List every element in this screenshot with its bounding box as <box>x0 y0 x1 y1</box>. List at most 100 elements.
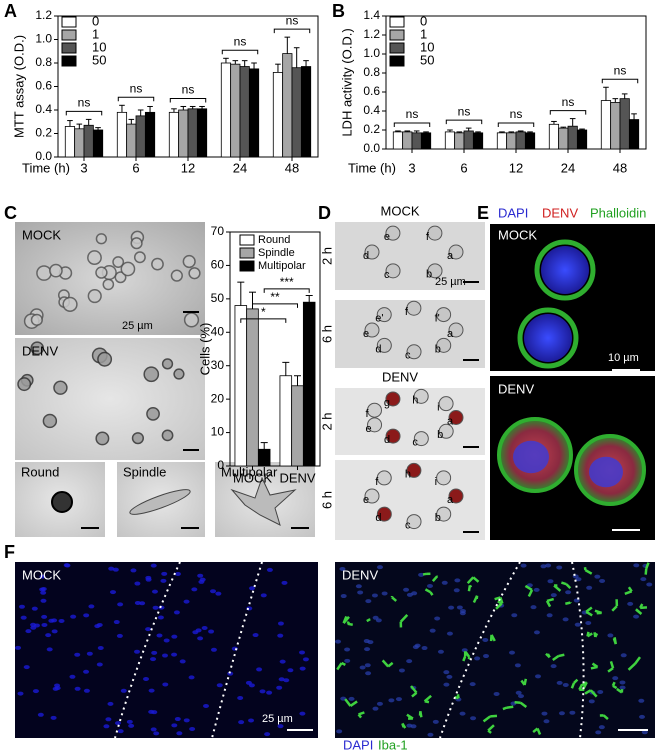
significance-bracket <box>273 28 311 34</box>
image-label: 25 µm <box>122 320 153 332</box>
error-bar <box>293 47 300 68</box>
nucleus <box>482 637 489 642</box>
nucleus <box>83 688 90 693</box>
boundary-line <box>211 561 263 739</box>
bar <box>272 72 284 158</box>
microglia <box>467 584 473 592</box>
error-bar <box>527 131 533 133</box>
nucleus <box>545 563 552 568</box>
image-label: f' <box>435 312 440 324</box>
nucleus <box>541 711 548 716</box>
cell <box>183 312 200 328</box>
y-tick-label: 0 <box>217 458 224 472</box>
significance-label: ns <box>562 95 575 109</box>
nucleus <box>58 618 65 623</box>
image-label: 2 h <box>319 247 334 265</box>
nucleus <box>437 649 444 654</box>
cell <box>188 267 201 280</box>
legend-swatch <box>61 29 77 41</box>
nucleus <box>203 704 210 709</box>
bar <box>548 123 560 150</box>
cell <box>364 322 380 338</box>
microglia <box>482 714 498 723</box>
micrograph <box>335 562 655 738</box>
nucleus <box>357 590 364 595</box>
microglia <box>611 681 618 690</box>
nucleus <box>195 628 202 633</box>
significance-bracket <box>221 49 259 55</box>
cell <box>376 337 392 353</box>
nucleus <box>32 689 39 694</box>
y-tick-label: 0.0 <box>363 141 380 155</box>
microglia <box>590 662 599 670</box>
microglia <box>422 572 431 576</box>
nucleus <box>112 567 119 572</box>
image-label: h <box>412 394 418 406</box>
nucleus <box>550 593 557 598</box>
nucleus <box>348 696 355 701</box>
legend-label: Multipolar <box>258 260 306 272</box>
error-bar <box>199 105 205 109</box>
error-bar <box>631 113 637 120</box>
cell <box>376 470 392 486</box>
image-label: DENV <box>382 369 418 384</box>
microglia <box>565 601 572 605</box>
significance-bracket <box>65 110 103 116</box>
microglia <box>524 584 534 597</box>
bar <box>248 68 260 158</box>
cell <box>51 491 73 513</box>
microglia <box>612 637 618 645</box>
nucleus <box>117 602 124 607</box>
nucleus <box>372 706 379 711</box>
image-label: 2 h <box>319 412 334 430</box>
nucleus <box>277 633 284 638</box>
cell <box>385 391 401 407</box>
cell <box>385 428 401 444</box>
microglia <box>401 722 407 729</box>
error-bar <box>237 281 245 306</box>
nucleus <box>562 617 569 622</box>
panel-label: D <box>318 203 331 223</box>
cell <box>436 307 452 323</box>
nucleus <box>163 638 170 643</box>
image-label: d <box>384 434 390 446</box>
x-tick-label: 6 <box>132 160 139 175</box>
error-bar <box>275 63 281 73</box>
nucleus <box>619 685 626 690</box>
nucleus <box>459 711 466 716</box>
image-label: 6 h <box>319 491 334 509</box>
nucleus <box>619 680 626 685</box>
error-bar <box>251 62 257 69</box>
cell <box>448 244 464 260</box>
nucleus <box>150 657 157 662</box>
nucleus <box>208 629 215 634</box>
nucleus <box>151 650 158 655</box>
nucleus <box>381 591 388 596</box>
nucleus <box>569 710 576 715</box>
nucleus <box>640 577 647 582</box>
nucleus <box>30 622 37 627</box>
cell <box>87 250 102 266</box>
microglia <box>431 575 439 582</box>
bar <box>454 132 465 150</box>
nucleus <box>83 613 90 618</box>
panel-label: B <box>332 1 345 21</box>
nucleus <box>171 634 178 639</box>
nucleus <box>418 572 425 577</box>
image-label: a <box>447 250 454 262</box>
error-bar <box>180 105 187 110</box>
x-tick-label: 48 <box>285 160 299 175</box>
image-label: DENV <box>22 343 58 358</box>
nucleus <box>97 646 104 651</box>
legend-label: 1 <box>420 26 427 41</box>
image-label: h <box>405 468 411 480</box>
nucleus <box>612 676 619 681</box>
nucleus <box>434 616 441 621</box>
cell <box>120 261 136 277</box>
microglia <box>585 606 593 617</box>
nucleus <box>607 633 614 638</box>
nucleus <box>51 629 58 634</box>
channel-label: Phalloidin <box>590 205 646 220</box>
nucleus <box>588 699 595 704</box>
bar <box>126 123 137 158</box>
